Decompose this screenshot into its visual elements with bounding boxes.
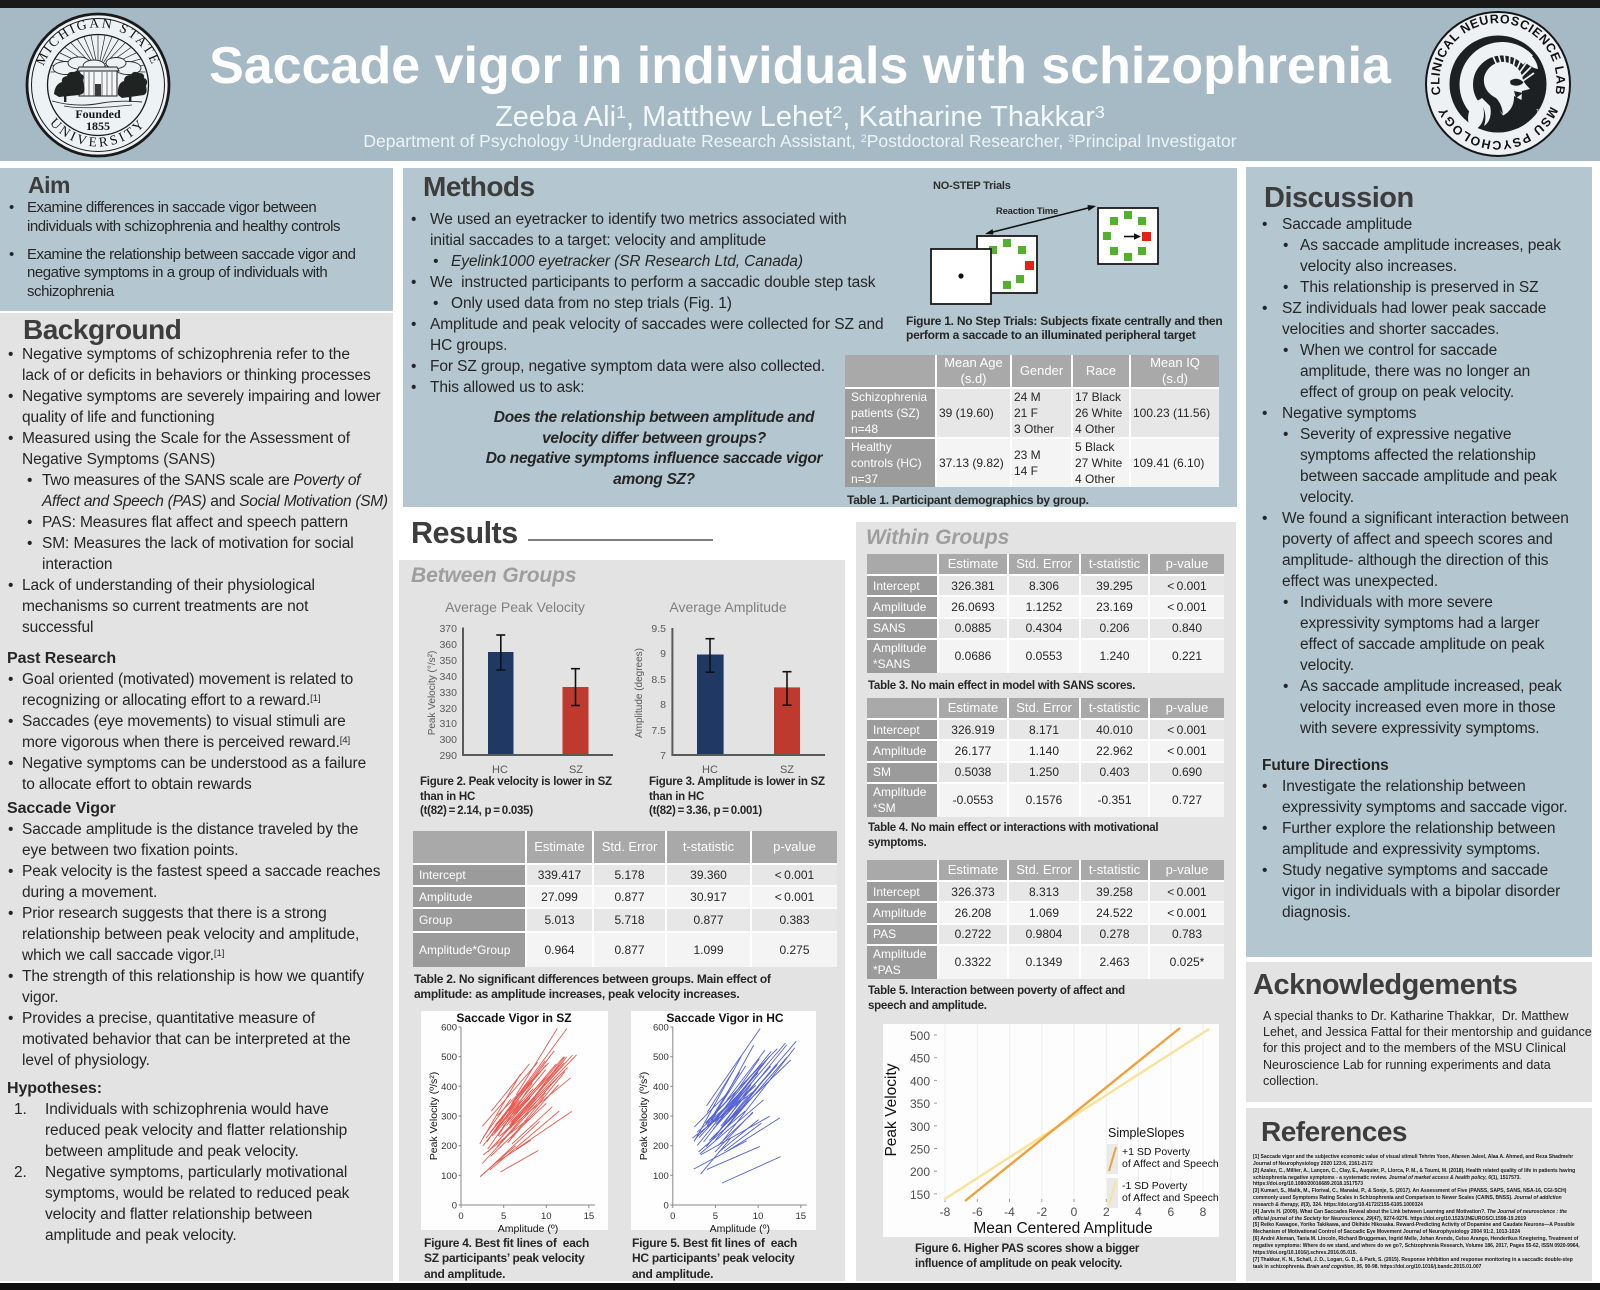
svg-text:350: 350	[910, 1097, 930, 1111]
svg-text:HC: HC	[702, 764, 718, 776]
svg-text:6: 6	[1167, 1205, 1174, 1219]
svg-text:400: 400	[653, 1082, 669, 1093]
svg-text:Mean Centered Amplitude: Mean Centered Amplitude	[973, 1220, 1152, 1237]
svg-text:400: 400	[441, 1082, 457, 1093]
svg-text:Average Peak Velocity: Average Peak Velocity	[445, 599, 585, 615]
svg-text:500: 500	[653, 1052, 669, 1063]
svg-text:450: 450	[910, 1052, 930, 1066]
svg-text:8: 8	[1200, 1205, 1207, 1219]
svg-text:-6: -6	[972, 1205, 983, 1219]
svg-text:15: 15	[584, 1211, 595, 1222]
svg-text:-8: -8	[940, 1205, 951, 1219]
svg-text:8: 8	[660, 699, 666, 711]
svg-text:TM: TM	[1536, 109, 1543, 115]
svg-text:330: 330	[439, 687, 457, 699]
svg-text:500: 500	[441, 1052, 457, 1063]
svg-text:150: 150	[910, 1188, 930, 1202]
svg-text:15: 15	[796, 1211, 807, 1222]
svg-text:Amplitude (º): Amplitude (º)	[710, 1223, 770, 1235]
svg-text:340: 340	[439, 671, 457, 683]
svg-text:500: 500	[910, 1029, 930, 1043]
svg-text:Amplitude (degrees): Amplitude (degrees)	[634, 648, 645, 738]
svg-text:0: 0	[452, 1201, 457, 1212]
svg-text:NO-STEP Trials: NO-STEP Trials	[933, 180, 1011, 192]
svg-text:0: 0	[664, 1201, 669, 1212]
svg-text:300: 300	[653, 1112, 669, 1123]
svg-text:200: 200	[441, 1141, 457, 1152]
svg-text:350: 350	[439, 655, 457, 667]
svg-text:Saccade Vigor in HC: Saccade Vigor in HC	[666, 1011, 783, 1025]
svg-text:300: 300	[910, 1120, 930, 1134]
svg-text:Peak Velocity (º/s²): Peak Velocity (º/s²)	[428, 1072, 440, 1160]
svg-text:of Affect and Speech: of Affect and Speech	[1122, 1192, 1219, 1204]
svg-text:+1 SD Poverty: +1 SD Poverty	[1122, 1146, 1191, 1158]
svg-text:250: 250	[910, 1143, 930, 1157]
svg-text:10: 10	[753, 1211, 764, 1222]
svg-text:Saccade Vigor in SZ: Saccade Vigor in SZ	[456, 1011, 571, 1025]
svg-text:7.5: 7.5	[651, 725, 666, 737]
svg-text:0: 0	[1071, 1205, 1078, 1219]
svg-text:Founded: Founded	[75, 107, 121, 121]
svg-text:-2: -2	[1036, 1205, 1047, 1219]
svg-text:Peak Velocity (°/s²): Peak Velocity (°/s²)	[427, 651, 438, 736]
svg-text:Amplitude (º): Amplitude (º)	[498, 1223, 558, 1235]
svg-text:600: 600	[653, 1023, 669, 1034]
svg-text:370: 370	[439, 623, 457, 635]
svg-text:7: 7	[660, 750, 666, 762]
svg-text:5: 5	[713, 1211, 718, 1222]
svg-text:10: 10	[541, 1211, 552, 1222]
svg-text:9.5: 9.5	[651, 623, 666, 635]
svg-text:HC: HC	[492, 764, 508, 776]
svg-text:200: 200	[910, 1165, 930, 1179]
svg-text:9: 9	[660, 648, 666, 660]
svg-text:360: 360	[439, 639, 457, 651]
svg-text:100: 100	[441, 1171, 457, 1182]
svg-text:300: 300	[439, 734, 457, 746]
svg-text:0: 0	[458, 1211, 463, 1222]
svg-text:600: 600	[441, 1023, 457, 1034]
svg-text:Reaction Time: Reaction Time	[996, 206, 1058, 217]
svg-text:310: 310	[439, 718, 457, 730]
svg-text:8.5: 8.5	[651, 674, 666, 686]
svg-text:100: 100	[653, 1171, 669, 1182]
svg-text:400: 400	[910, 1074, 930, 1088]
svg-text:SZ: SZ	[569, 764, 583, 776]
svg-text:SimpleSlopes: SimpleSlopes	[1108, 1126, 1184, 1140]
svg-text:4: 4	[1135, 1205, 1142, 1219]
svg-text:200: 200	[653, 1141, 669, 1152]
svg-text:Peak Velocity (º/s²): Peak Velocity (º/s²)	[638, 1072, 650, 1160]
svg-text:300: 300	[441, 1112, 457, 1123]
svg-text:-4: -4	[1004, 1205, 1015, 1219]
svg-text:0: 0	[670, 1211, 675, 1222]
svg-text:1855: 1855	[86, 119, 110, 133]
svg-text:Peak Velocity: Peak Velocity	[883, 1063, 900, 1156]
svg-text:Average Amplitude: Average Amplitude	[669, 599, 786, 615]
svg-text:SZ: SZ	[780, 764, 794, 776]
svg-text:5: 5	[501, 1211, 506, 1222]
svg-text:320: 320	[439, 703, 457, 715]
svg-text:2: 2	[1103, 1205, 1110, 1219]
svg-text:290: 290	[439, 750, 457, 762]
svg-text:-1 SD Poverty: -1 SD Poverty	[1122, 1180, 1188, 1192]
svg-text:of Affect and Speech: of Affect and Speech	[1122, 1158, 1219, 1170]
